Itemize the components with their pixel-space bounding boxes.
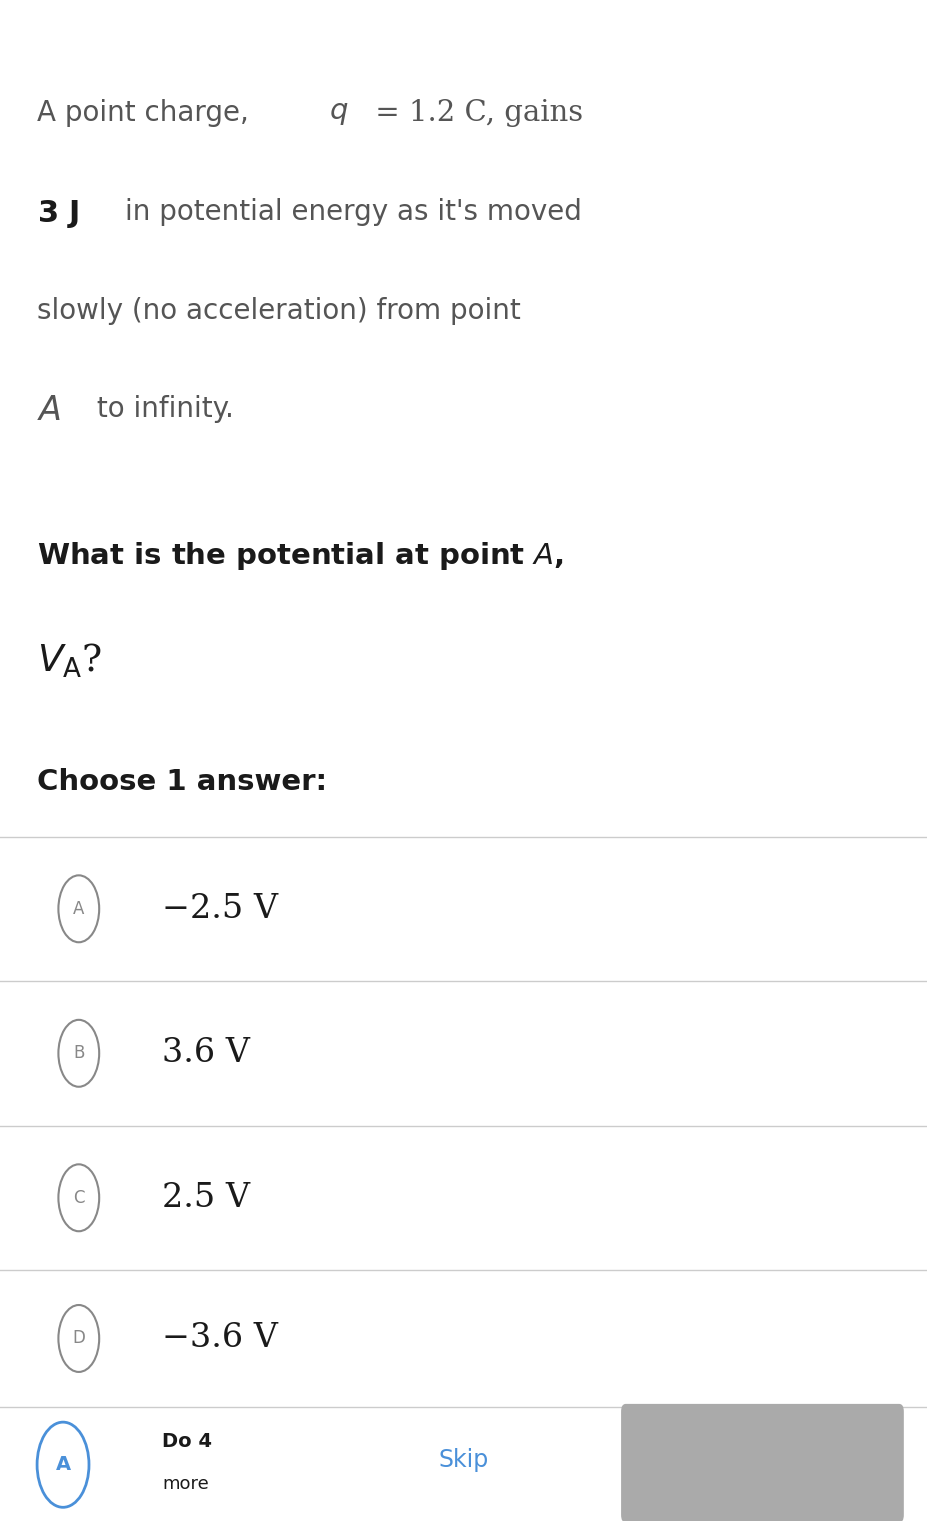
Text: = 1.2 C, gains: = 1.2 C, gains [366,99,583,126]
Text: 2.5 V: 2.5 V [162,1182,250,1214]
Text: D: D [72,1329,85,1348]
Text: B: B [73,1045,84,1062]
Text: in potential energy as it's moved: in potential energy as it's moved [125,198,582,225]
Text: −3.6 V: −3.6 V [162,1322,278,1355]
Text: slowly (no acceleration) from point: slowly (no acceleration) from point [37,297,521,324]
Text: more: more [162,1475,209,1494]
Text: Do 4: Do 4 [162,1433,212,1451]
Text: $q$: $q$ [329,99,349,126]
Text: $V_\mathrm{A}$?: $V_\mathrm{A}$? [37,642,102,680]
Text: Skip: Skip [438,1448,489,1472]
Text: $\mathbf{3\ J}$: $\mathbf{3\ J}$ [37,198,79,230]
Text: to infinity.: to infinity. [88,395,234,423]
Text: 3.6 V: 3.6 V [162,1037,250,1069]
Text: Choose 1 answer:: Choose 1 answer: [37,768,327,795]
Text: A point charge,: A point charge, [37,99,258,126]
FancyBboxPatch shape [621,1404,904,1521]
Text: C: C [73,1189,84,1206]
Text: −2.5 V: −2.5 V [162,893,278,925]
Text: A: A [56,1456,70,1474]
Text: What is the potential at point $A$,: What is the potential at point $A$, [37,540,564,572]
Text: $A$: $A$ [37,395,61,427]
Text: Check: Check [726,1451,798,1475]
Text: A: A [73,900,84,917]
